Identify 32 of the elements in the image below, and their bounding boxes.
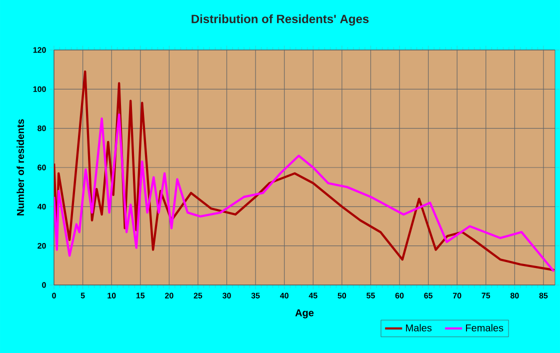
y-tick-label: 100 xyxy=(33,86,46,92)
x-tick-label: 0 xyxy=(52,292,56,298)
y-axis-title: Number of residents xyxy=(16,119,24,216)
y-tick-label: 80 xyxy=(38,125,46,132)
x-tick-label: 40 xyxy=(280,292,288,298)
chart-title: Distribution of Residents' Ages xyxy=(192,14,369,26)
x-tick-label: 55 xyxy=(366,292,375,298)
x-tick-label: 25 xyxy=(194,292,202,298)
legend-label: Females xyxy=(466,324,504,332)
legend-label: Males xyxy=(406,324,432,332)
x-tick-label: 80 xyxy=(510,292,519,298)
x-tick-label: 20 xyxy=(165,292,174,298)
x-tick-label: 75 xyxy=(482,292,490,298)
y-tick-label: 40 xyxy=(37,204,46,210)
y-tick-label: 120 xyxy=(33,47,46,53)
x-tick-label: 15 xyxy=(136,292,145,298)
x-tick-label: 5 xyxy=(80,292,85,298)
line-series xyxy=(54,70,555,272)
line-series xyxy=(54,114,555,272)
x-tick-label: 45 xyxy=(308,292,318,298)
y-tick-label: 60 xyxy=(38,164,46,170)
x-tick-label: 10 xyxy=(108,292,116,298)
x-tick-label: 60 xyxy=(395,292,404,298)
x-tick-label: 65 xyxy=(424,292,433,298)
x-axis-title: Age xyxy=(295,309,314,318)
y-tick-label: 20 xyxy=(38,242,46,249)
x-tick-label: 70 xyxy=(452,292,462,298)
x-tick-label: 30 xyxy=(222,292,231,298)
x-tick-label: 35 xyxy=(251,292,260,298)
y-tick-label: 0 xyxy=(42,282,46,288)
x-tick-label: 50 xyxy=(338,292,346,298)
x-tick-label: 85 xyxy=(539,292,548,298)
